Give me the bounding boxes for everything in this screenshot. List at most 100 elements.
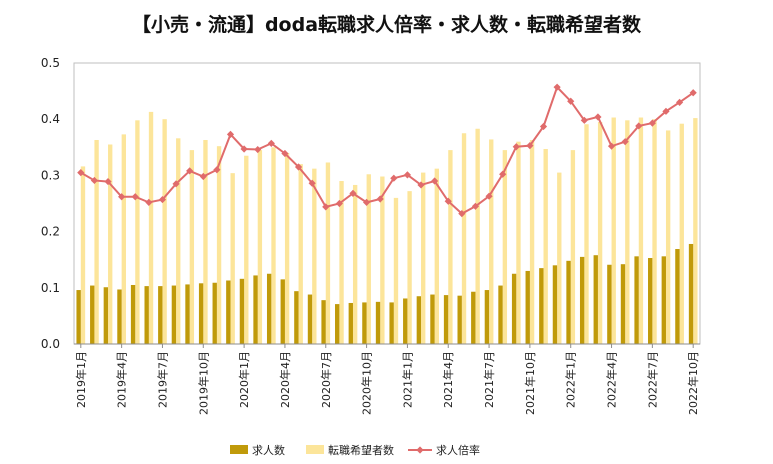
bar-seekers — [80, 166, 86, 344]
bar-jobs — [266, 273, 272, 344]
bar-jobs — [566, 260, 571, 344]
bar-seekers — [475, 128, 480, 344]
bar-jobs — [375, 301, 381, 344]
bar-seekers — [516, 141, 521, 344]
bar-jobs — [294, 291, 299, 344]
ratio-point — [172, 180, 180, 188]
y-axis: 0.0 0.1 0.2 0.3 0.4 0.5 — [41, 56, 60, 351]
bar-jobs — [688, 243, 694, 344]
ratio-point — [322, 203, 330, 211]
bar-jobs — [525, 270, 530, 344]
ratio-point — [553, 83, 561, 91]
bar-jobs — [280, 279, 285, 344]
x-tick-label: 2019年10月 — [196, 351, 210, 415]
bar-seekers — [665, 130, 671, 344]
bar-jobs — [130, 284, 136, 344]
ratio-point — [240, 145, 248, 153]
ratio-point — [607, 142, 616, 150]
x-tick-label: 2019年7月 — [155, 351, 169, 408]
bar-jobs — [117, 289, 122, 344]
ratio-point — [417, 181, 425, 189]
bar-jobs — [648, 258, 653, 344]
bar-jobs — [579, 256, 585, 344]
legend-label: 転職希望者数 — [328, 443, 394, 457]
x-tick-label: 2022年1月 — [564, 351, 578, 408]
x-tick-label: 2020年7月 — [319, 351, 333, 408]
bar-jobs — [307, 294, 313, 344]
ratio-point — [594, 113, 602, 121]
legend-marker — [416, 446, 424, 454]
y-tick-label: 0.4 — [41, 112, 60, 126]
bar-jobs — [634, 256, 639, 344]
bar-seekers — [121, 134, 126, 344]
bar-seekers — [407, 191, 412, 344]
ratio-point — [648, 119, 656, 127]
x-tick-label: 2022年4月 — [605, 351, 619, 408]
bar-seekers — [271, 147, 276, 344]
ratio-point — [689, 89, 697, 97]
bar-seekers — [693, 118, 698, 345]
legend-swatch — [230, 445, 248, 454]
bar-seekers — [94, 139, 99, 344]
bar-jobs — [457, 295, 462, 344]
series-jobs-bars — [76, 243, 694, 344]
bar-jobs — [443, 295, 449, 344]
ratio-point — [662, 107, 670, 115]
ratio-point — [335, 199, 343, 208]
x-tick-label: 2021年1月 — [400, 351, 414, 408]
ratio-point — [526, 142, 534, 150]
bar-seekers — [148, 111, 154, 344]
y-tick-label: 0.3 — [41, 168, 60, 182]
bar-jobs — [90, 285, 95, 344]
bar-jobs — [389, 302, 394, 344]
bar-jobs — [158, 286, 163, 344]
bar-seekers — [189, 150, 195, 344]
bar-seekers — [448, 150, 453, 344]
ratio-point — [267, 139, 275, 147]
bar-seekers — [489, 139, 494, 344]
plot-frame — [73, 62, 701, 345]
x-tick-label: 2019年4月 — [115, 351, 129, 408]
bar-seekers — [135, 120, 140, 344]
ratio-point — [444, 197, 452, 205]
bar-seekers — [652, 119, 657, 344]
bar-seekers — [638, 117, 644, 344]
bar-seekers — [393, 197, 399, 344]
bar-seekers — [203, 139, 208, 344]
bar-seekers — [257, 150, 263, 344]
series-ratio-line — [77, 83, 697, 218]
ratio-point — [118, 193, 126, 201]
bar-jobs — [607, 264, 612, 344]
bar-seekers — [339, 181, 344, 344]
ratio-point — [213, 166, 221, 174]
x-tick-label: 2020年1月 — [237, 351, 251, 408]
x-tick-label: 2022年7月 — [645, 351, 659, 408]
bar-seekers — [543, 148, 548, 344]
bar-jobs — [103, 287, 109, 344]
ratio-point — [403, 171, 412, 179]
bar-seekers — [557, 172, 562, 344]
ratio-point — [199, 172, 207, 181]
bar-jobs — [171, 285, 177, 344]
legend: 求人数 転職希望者数 求人倍率 — [230, 443, 480, 457]
chart-title: 【小売・流通】doda転職求人倍率・求人数・転職希望者数 — [131, 14, 642, 36]
bar-seekers — [108, 144, 113, 344]
y-tick-label: 0.2 — [41, 225, 60, 239]
bar-jobs — [362, 302, 367, 344]
ratio-point — [281, 149, 289, 158]
bar-jobs — [321, 300, 326, 344]
bar-jobs — [552, 265, 558, 344]
ratio-point — [362, 198, 371, 206]
ratio-point — [254, 145, 262, 154]
ratio-point — [485, 192, 493, 200]
bar-seekers — [597, 122, 603, 344]
ratio-point — [431, 177, 439, 185]
ratio-point — [512, 143, 520, 151]
legend-label: 求人倍率 — [436, 443, 480, 457]
ratio-point — [539, 122, 548, 131]
x-tick-label: 2020年10月 — [360, 351, 374, 415]
bar-jobs — [253, 275, 258, 344]
bar-jobs — [335, 304, 340, 344]
bar-seekers — [529, 139, 535, 344]
